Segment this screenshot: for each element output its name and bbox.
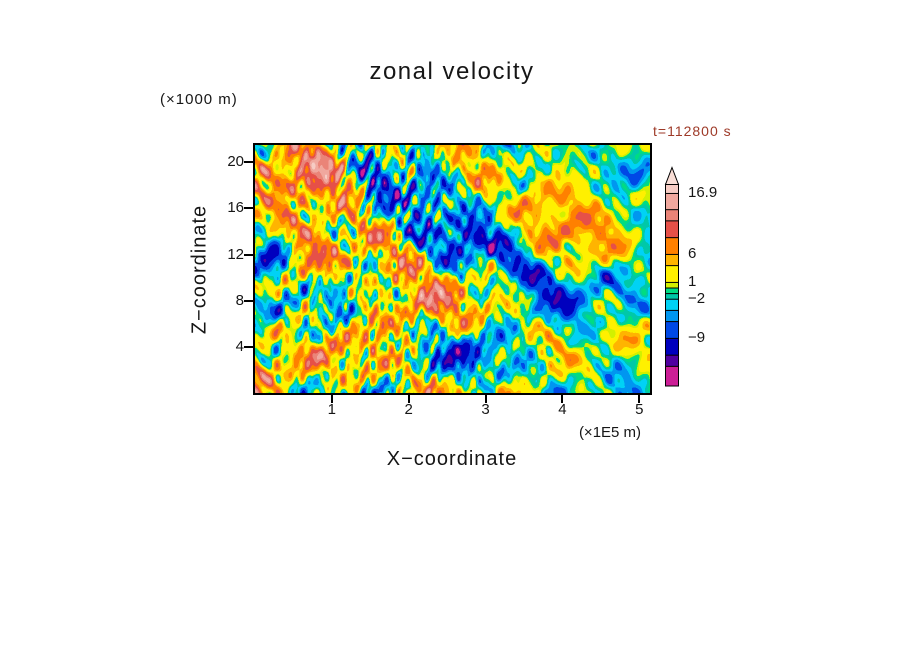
y-tick-mark [244,161,253,164]
x-tick-mark [407,395,410,403]
contour-field-canvas [255,145,650,393]
x-axis-label: X−coordinate [386,448,518,470]
y-tick-label: 4 [235,337,244,355]
y-tick-mark [244,253,253,256]
y-tick-mark [244,299,253,302]
x-tick-mark [638,395,641,403]
x-tick-mark [484,395,487,403]
colorbar-label: 1 [688,272,697,290]
y-tick-label: 20 [227,153,244,171]
x-tick-label: 2 [404,401,413,418]
y-tick-label: 16 [227,199,244,217]
x-tick-mark [330,395,333,403]
colorbar [664,166,680,390]
y-tick-label: 8 [235,291,244,309]
colorbar-label: 6 [688,244,697,262]
plot-frame [253,143,652,395]
timestamp-label: t=112800 s [653,123,732,139]
x-tick-mark [561,395,564,403]
x-axis-unit: (×1E5 m) [578,424,642,441]
y-axis-unit: (×1000 m) [160,91,238,108]
x-tick-label: 4 [558,401,567,418]
y-tick-mark [244,345,253,348]
y-tick-mark [244,207,253,210]
chart-title: zonal velocity [369,58,535,85]
y-tick-label: 12 [227,245,244,263]
colorbar-label: 16.9 [688,183,718,201]
x-tick-label: 1 [327,401,337,418]
colorbar-label: −9 [688,328,706,346]
colorbar-label: −2 [688,289,706,307]
x-tick-label: 5 [635,401,644,418]
x-tick-label: 3 [481,401,490,418]
